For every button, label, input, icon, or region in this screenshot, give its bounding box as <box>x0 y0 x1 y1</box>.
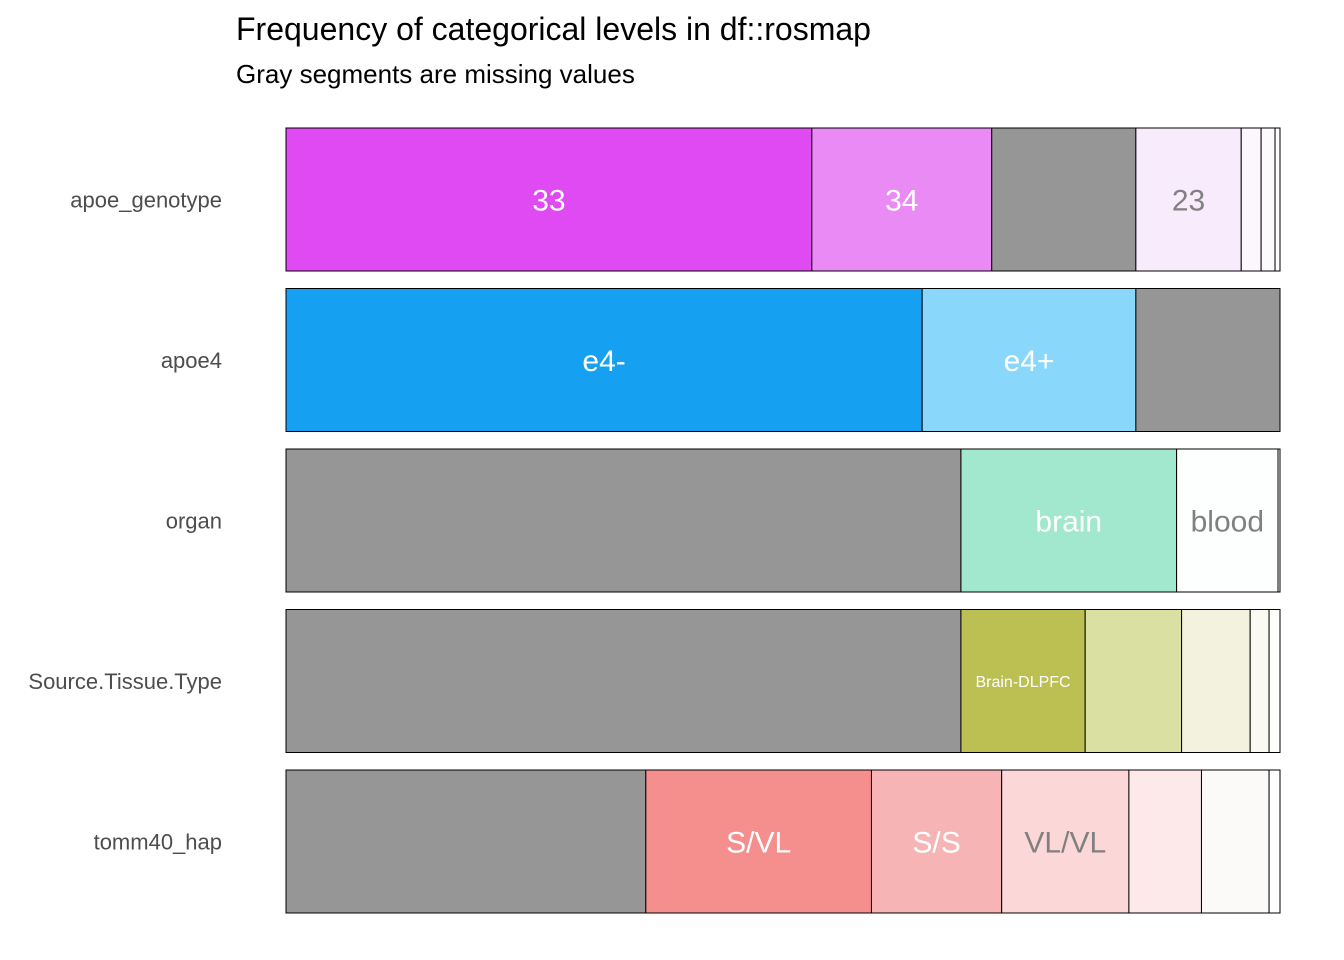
y-tick-label: organ <box>166 509 222 534</box>
bar-segment <box>285 288 923 432</box>
bar-segment <box>921 288 1137 432</box>
bar-segment <box>1249 609 1270 753</box>
bar-segment <box>960 609 1086 753</box>
bar-segment <box>285 127 813 272</box>
data-label: Brain-DLPFC <box>975 674 1070 691</box>
data-label: blood <box>1191 505 1264 538</box>
data-label: S/VL <box>726 826 791 859</box>
bar-rows: apoe_genotype 33 34 23 apoe4 e4- e4+ organ brain… <box>28 127 1281 914</box>
y-tick-label: Source.Tissue.Type <box>28 669 222 694</box>
data-label: e4+ <box>1004 345 1055 378</box>
bar-segment <box>1135 127 1242 272</box>
bar-segment <box>1084 609 1183 753</box>
bar-segment <box>1260 127 1276 272</box>
data-label: VL/VL <box>1024 826 1106 859</box>
bar-row: apoe4 e4- e4+ <box>161 288 1281 432</box>
bar-segment <box>1128 769 1202 914</box>
data-label: brain <box>1035 505 1102 538</box>
missing-segment <box>285 609 962 753</box>
data-label: 33 <box>532 184 565 217</box>
chart-subtitle: Gray segments are missing values <box>236 59 635 89</box>
missing-segment <box>285 448 962 593</box>
bar-row: apoe_genotype 33 34 23 <box>70 127 1281 272</box>
data-label: 34 <box>885 184 918 217</box>
bar-segment <box>870 769 1003 914</box>
bar-segment <box>1240 127 1262 272</box>
bar-segment <box>1176 448 1279 593</box>
bar-segment <box>811 127 993 272</box>
chart-title: Frequency of categorical levels in df::r… <box>236 11 871 47</box>
y-tick-label: apoe4 <box>161 348 222 373</box>
data-label: 23 <box>1172 184 1205 217</box>
bar-segment <box>1277 448 1281 593</box>
bar-row: Source.Tissue.Type Brain-DLPFC <box>28 609 1281 753</box>
bar-segment <box>645 769 872 914</box>
bar-segment <box>960 448 1178 593</box>
missing-segment <box>285 769 647 914</box>
bar-segment <box>1200 769 1270 914</box>
bar-segment <box>1181 609 1251 753</box>
bar-row: tomm40_hap S/VL S/S VL/VL <box>94 769 1281 914</box>
missing-segment <box>1135 288 1281 432</box>
missing-segment <box>991 127 1137 272</box>
y-tick-label: apoe_genotype <box>70 188 222 213</box>
y-tick-label: tomm40_hap <box>94 830 222 855</box>
bar-segment <box>1274 127 1281 272</box>
bar-segment <box>1268 609 1281 753</box>
data-label: e4- <box>582 345 625 378</box>
data-label: S/S <box>912 826 960 859</box>
bar-segment <box>1268 769 1281 914</box>
bar-row: organ brain blood <box>166 448 1281 593</box>
